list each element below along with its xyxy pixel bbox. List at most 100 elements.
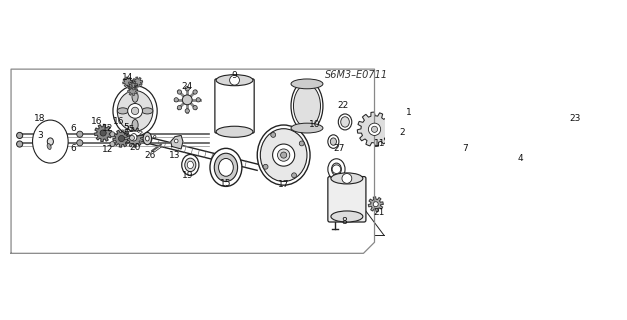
Ellipse shape xyxy=(214,153,238,181)
Text: S6M3–E0711: S6M3–E0711 xyxy=(325,70,389,80)
Ellipse shape xyxy=(117,91,153,131)
Ellipse shape xyxy=(33,120,68,163)
Circle shape xyxy=(524,141,530,148)
Ellipse shape xyxy=(185,87,189,91)
Ellipse shape xyxy=(389,119,400,133)
Text: 22: 22 xyxy=(337,101,348,110)
Circle shape xyxy=(154,135,156,138)
Polygon shape xyxy=(456,106,478,139)
Ellipse shape xyxy=(392,123,398,130)
Text: 26: 26 xyxy=(145,151,156,160)
Circle shape xyxy=(371,126,377,132)
Circle shape xyxy=(16,132,23,139)
Circle shape xyxy=(273,144,295,166)
Text: 8: 8 xyxy=(341,217,347,226)
Text: 3: 3 xyxy=(37,131,43,140)
Text: 11: 11 xyxy=(374,139,385,148)
Polygon shape xyxy=(503,77,539,94)
Circle shape xyxy=(342,173,352,183)
Circle shape xyxy=(493,141,499,148)
Ellipse shape xyxy=(216,126,253,137)
Ellipse shape xyxy=(291,79,323,89)
Ellipse shape xyxy=(293,84,320,127)
Polygon shape xyxy=(133,77,142,87)
Ellipse shape xyxy=(331,211,363,222)
Ellipse shape xyxy=(257,125,310,185)
Text: 15: 15 xyxy=(220,179,232,188)
Circle shape xyxy=(493,88,499,94)
Circle shape xyxy=(524,88,530,94)
Text: 12: 12 xyxy=(102,145,113,154)
Circle shape xyxy=(520,82,526,88)
Ellipse shape xyxy=(196,98,201,102)
Circle shape xyxy=(400,108,408,116)
Ellipse shape xyxy=(219,158,233,176)
Text: 21: 21 xyxy=(374,208,385,217)
Ellipse shape xyxy=(187,161,193,169)
Text: 12: 12 xyxy=(102,124,113,132)
Ellipse shape xyxy=(143,132,152,145)
Text: 6: 6 xyxy=(71,144,76,154)
Ellipse shape xyxy=(340,117,349,127)
Circle shape xyxy=(503,112,516,124)
Circle shape xyxy=(369,123,381,135)
Circle shape xyxy=(332,165,340,173)
Text: 13: 13 xyxy=(169,151,181,160)
Text: 10: 10 xyxy=(308,120,320,129)
Polygon shape xyxy=(95,124,112,141)
Text: 24: 24 xyxy=(182,82,193,91)
Circle shape xyxy=(132,107,139,115)
Circle shape xyxy=(299,141,304,146)
FancyBboxPatch shape xyxy=(215,79,254,133)
Ellipse shape xyxy=(291,123,323,133)
Ellipse shape xyxy=(260,129,307,181)
Ellipse shape xyxy=(328,159,345,180)
Ellipse shape xyxy=(182,155,199,175)
Circle shape xyxy=(174,139,178,143)
Circle shape xyxy=(490,99,529,138)
Circle shape xyxy=(278,149,290,161)
Ellipse shape xyxy=(185,158,196,172)
Text: 5: 5 xyxy=(123,123,129,132)
FancyBboxPatch shape xyxy=(328,177,366,222)
Circle shape xyxy=(110,132,115,137)
Text: 19: 19 xyxy=(181,172,193,180)
Ellipse shape xyxy=(193,106,198,110)
Text: 4: 4 xyxy=(518,154,524,163)
Circle shape xyxy=(182,95,192,105)
Polygon shape xyxy=(171,135,183,149)
Polygon shape xyxy=(113,130,130,147)
Ellipse shape xyxy=(145,136,149,141)
Circle shape xyxy=(280,152,287,158)
Text: 18: 18 xyxy=(33,114,45,123)
Circle shape xyxy=(517,79,529,91)
Polygon shape xyxy=(357,112,392,147)
Circle shape xyxy=(130,135,134,140)
Text: 20: 20 xyxy=(129,143,140,152)
Ellipse shape xyxy=(210,148,242,187)
Circle shape xyxy=(76,131,83,137)
Polygon shape xyxy=(128,86,137,96)
Text: 16: 16 xyxy=(92,117,103,126)
Ellipse shape xyxy=(339,114,352,130)
Ellipse shape xyxy=(330,138,337,145)
Circle shape xyxy=(292,173,297,178)
Ellipse shape xyxy=(177,106,182,110)
Text: 6: 6 xyxy=(71,124,76,132)
Ellipse shape xyxy=(47,138,53,145)
Text: 2: 2 xyxy=(399,128,405,137)
Circle shape xyxy=(263,164,268,169)
Text: 7: 7 xyxy=(463,144,468,154)
Polygon shape xyxy=(369,197,383,212)
Text: 16: 16 xyxy=(113,117,125,126)
Ellipse shape xyxy=(177,90,182,94)
Circle shape xyxy=(119,135,125,141)
Ellipse shape xyxy=(132,91,138,102)
Ellipse shape xyxy=(117,108,129,114)
Ellipse shape xyxy=(132,119,138,131)
Text: 1: 1 xyxy=(406,108,412,116)
Ellipse shape xyxy=(193,90,198,94)
Circle shape xyxy=(128,103,142,118)
Circle shape xyxy=(100,130,106,136)
Text: 9: 9 xyxy=(231,71,238,80)
